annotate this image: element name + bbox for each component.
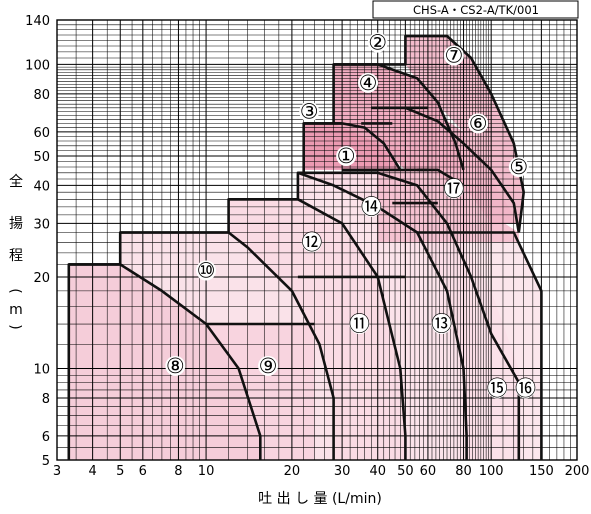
y-tick-label: 6 [42,430,50,445]
region-label-backdrop [299,101,320,122]
region-label-backdrop [468,113,489,134]
y-tick-label: 40 [33,179,50,194]
region-number-label: ⑦ [444,43,463,67]
y-tick-label: 100 [25,58,50,73]
y-axis-title-char: ) [7,324,23,329]
region-label-backdrop [431,314,452,335]
region-label-backdrop [336,145,357,166]
region-number-label: ⑤ [509,155,528,179]
x-axis-title: 吐 出 し 量 (L/min) [258,491,382,507]
region-label-backdrop [361,196,382,217]
region-boundary [303,122,402,171]
region-label-backdrop [515,378,536,399]
x-tick-label: 50 [397,464,414,479]
y-axis-title-char: 全 [9,173,23,190]
x-tick-label: 80 [455,464,472,479]
y-tick-label: 30 [33,217,50,232]
x-tick-label: 3 [53,464,61,479]
tick-layer: 3 4 5 6 8 10 20 30 40 50 60 80 100 150 200568102030405… [25,14,589,479]
chart-code-label: CHS-A・CS2-A/TK/001 [413,3,539,17]
x-tick-label: 30 [334,464,351,479]
x-tick-label: 8 [174,464,182,479]
region-label-backdrop [358,72,379,93]
region-number-label: ⑫ [301,230,322,254]
x-tick-label: 6 [139,464,147,479]
y-tick-label: 20 [33,271,50,286]
region-label-backdrop [367,32,388,53]
region-number-label: ⑨ [259,354,278,378]
region-17 [405,36,524,224]
region-number-label: ② [368,31,387,55]
x-tick-label: 5 [116,464,124,479]
region-label-backdrop [301,232,322,253]
y-axis-title-char: ( [7,288,23,293]
y-tick-label: 140 [25,14,50,29]
region-label-backdrop [487,378,508,399]
region-label-backdrop [165,355,186,376]
region-number-label: ① [337,144,356,168]
region-number-label: ⑧ [166,354,185,378]
y-tick-label: 50 [33,150,50,165]
region-boundary [417,231,543,460]
region-number-label: ⑥ [469,111,488,135]
region-number-label: ④ [359,71,378,95]
region-number-label: ⑮ [487,376,508,400]
grid-layer [56,19,578,461]
region-number-label: ⑰ [443,177,464,201]
x-tick-label: 200 [565,464,590,479]
plot-frame [56,19,578,461]
region-boundary [296,171,378,200]
x-tick-label: 40 [369,464,386,479]
region-number-label: ③ [300,100,319,124]
region-label-backdrop [443,45,464,66]
region-boundary [405,34,526,233]
x-tick-label: 60 [420,464,437,479]
x-tick-label: 100 [479,464,504,479]
region-number-label: ⑪ [349,312,370,336]
y-tick-label: 5 [42,454,50,469]
region-number-label: ⑩ [197,259,216,283]
y-axis-title: 全揚程 ( m) [7,173,23,330]
x-tick-label: 150 [529,464,554,479]
y-axis-title-char: m [9,302,23,318]
x-tick-label: 4 [88,464,96,479]
x-tick-label: 20 [284,464,301,479]
region-boundary [120,231,335,460]
region-boundary [333,63,465,171]
y-tick-label: 60 [33,126,50,141]
region-boundary [297,171,468,460]
region-label-backdrop [258,355,279,376]
x-tick-label: 10 [198,464,215,479]
region-number-label: ⑬ [431,312,452,336]
region-number-label: ⑭ [361,195,382,219]
y-tick-label: 80 [33,88,50,103]
chart-code-box [372,0,579,19]
label-layer: ① ② ③ ④ ⑤⑥ ⑦ ⑧ ⑨ ⑩ ⑪ ⑫ ⑬ ⑭ ⑮ ⑯ ⑰ [165,31,536,400]
region-number-label: ⑯ [515,376,536,400]
region-label-backdrop [443,178,464,199]
region-label-backdrop [349,314,370,335]
y-tick-label: 10 [33,362,50,377]
region-boundary [371,106,521,233]
y-axis-title-char: 程 [9,248,23,264]
y-axis-title-char: 揚 [9,215,23,232]
y-tick-label: 8 [42,392,50,407]
region-label-backdrop [196,260,217,281]
region-label-backdrop [508,156,529,177]
region-9 [68,264,261,460]
